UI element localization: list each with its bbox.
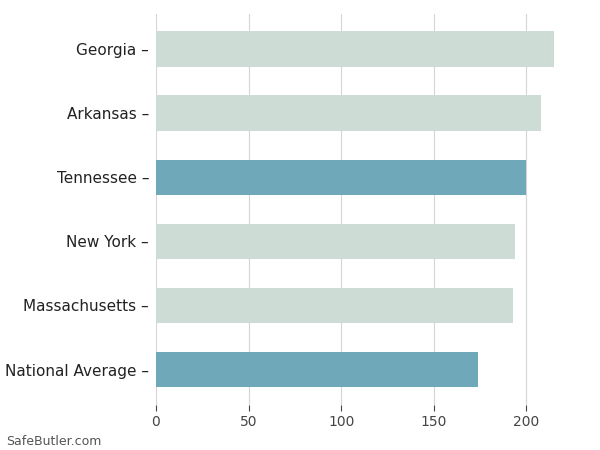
- Bar: [156, 352, 478, 387]
- Bar: [156, 224, 515, 259]
- Bar: [156, 288, 514, 323]
- Bar: [156, 32, 554, 67]
- Bar: [156, 160, 526, 195]
- Text: SafeButler.com: SafeButler.com: [6, 435, 101, 448]
- Bar: [156, 95, 541, 130]
